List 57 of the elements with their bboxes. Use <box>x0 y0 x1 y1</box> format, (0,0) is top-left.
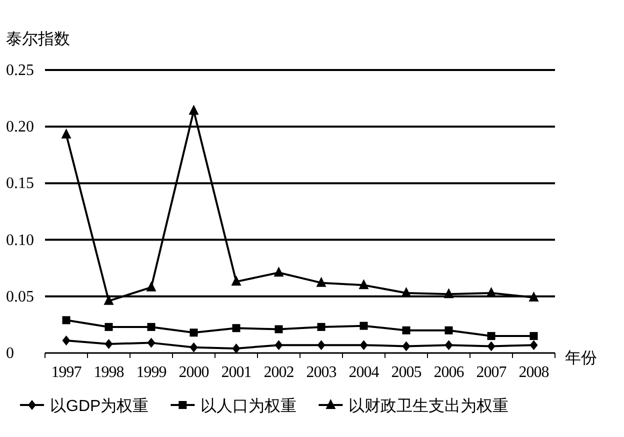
point <box>104 322 113 331</box>
point <box>528 292 539 302</box>
point <box>274 266 284 277</box>
point <box>487 332 496 340</box>
point <box>190 328 198 337</box>
x-tick-label: 1998 <box>94 364 124 381</box>
x-tick-label: 1999 <box>136 364 167 381</box>
point <box>317 322 326 331</box>
point <box>360 340 368 350</box>
x-tick-label: 2006 <box>434 364 464 381</box>
x-tick-label: 2002 <box>264 364 294 381</box>
point <box>61 128 72 139</box>
point <box>316 276 326 287</box>
point <box>62 336 70 346</box>
legend-label: 以财政卫生支出为权重 <box>348 397 509 415</box>
point <box>360 322 368 330</box>
point <box>104 338 113 349</box>
x-tick-label: 2003 <box>306 364 337 381</box>
y-tick-label: 0.25 <box>6 62 34 79</box>
point <box>530 332 538 340</box>
legend-label: 以人口为权重 <box>200 397 297 415</box>
point <box>62 316 70 324</box>
point <box>232 343 240 354</box>
y-tick-label: 0.05 <box>6 288 34 306</box>
x-tick-label: 2004 <box>348 364 380 381</box>
point <box>402 341 410 352</box>
point <box>444 340 453 350</box>
point <box>232 324 240 332</box>
point <box>317 340 326 350</box>
point <box>487 341 496 352</box>
point <box>190 342 198 352</box>
point <box>231 276 242 286</box>
point <box>358 279 369 290</box>
x-axis-title: 年份 <box>565 350 597 367</box>
point <box>188 104 199 115</box>
x-tick-label: 2005 <box>391 364 422 381</box>
x-tick-label: 2000 <box>178 364 210 381</box>
y-tick-label: 0.20 <box>6 118 34 136</box>
y-tick-label: 0.10 <box>6 232 34 249</box>
point <box>146 281 156 292</box>
point <box>444 288 454 298</box>
point <box>274 340 283 350</box>
point <box>147 322 156 331</box>
point <box>530 340 538 350</box>
point <box>104 294 114 305</box>
point <box>402 326 410 334</box>
y-axis-title: 泰尔指数 <box>6 30 70 48</box>
point <box>274 325 283 334</box>
legend-label: 以GDP为权重 <box>50 397 149 415</box>
point <box>444 326 453 334</box>
x-tick-label: 2001 <box>221 364 252 381</box>
point <box>147 338 156 348</box>
y-tick-label: 0.15 <box>6 175 34 192</box>
y-tick-label: 0 <box>6 345 14 362</box>
x-tick-label: 1997 <box>51 364 82 381</box>
x-tick-label: 2007 <box>476 364 507 381</box>
x-tick-label: 2008 <box>518 364 550 381</box>
